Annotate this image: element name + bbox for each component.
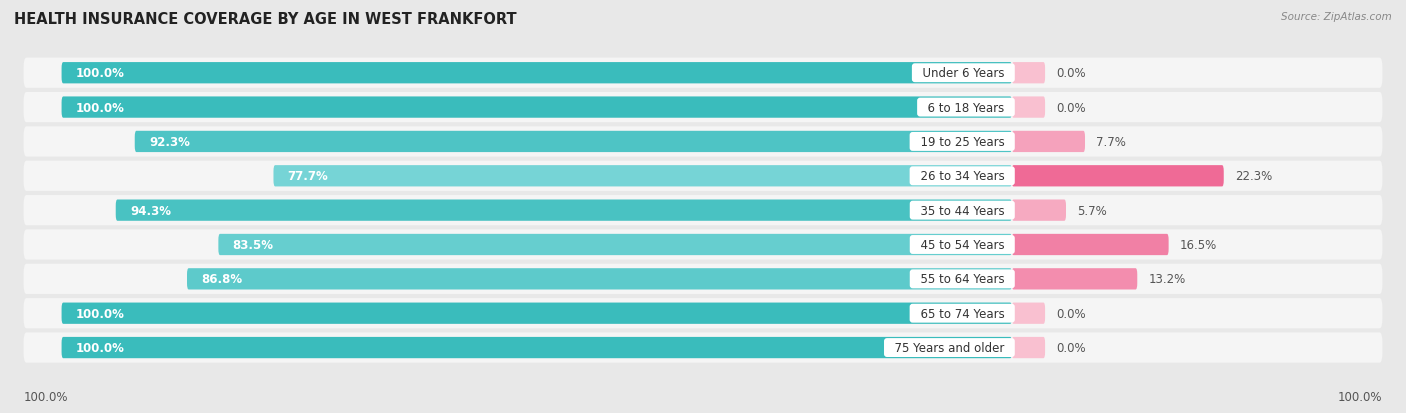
FancyBboxPatch shape	[24, 161, 1382, 192]
FancyBboxPatch shape	[24, 195, 1382, 226]
Text: Under 6 Years: Under 6 Years	[915, 67, 1012, 80]
Text: 55 to 64 Years: 55 to 64 Years	[912, 273, 1012, 286]
Text: 75 Years and older: 75 Years and older	[887, 341, 1012, 354]
FancyBboxPatch shape	[24, 127, 1382, 157]
Text: 45 to 54 Years: 45 to 54 Years	[912, 238, 1012, 252]
Text: 0.0%: 0.0%	[1056, 307, 1085, 320]
FancyBboxPatch shape	[218, 234, 1012, 256]
Text: 77.7%: 77.7%	[288, 170, 329, 183]
FancyBboxPatch shape	[1012, 97, 1045, 119]
FancyBboxPatch shape	[24, 230, 1382, 260]
Text: Source: ZipAtlas.com: Source: ZipAtlas.com	[1281, 12, 1392, 22]
FancyBboxPatch shape	[274, 166, 1012, 187]
Text: 100.0%: 100.0%	[76, 101, 125, 114]
FancyBboxPatch shape	[62, 97, 1012, 119]
FancyBboxPatch shape	[62, 337, 1012, 358]
FancyBboxPatch shape	[1012, 200, 1066, 221]
FancyBboxPatch shape	[1012, 166, 1223, 187]
FancyBboxPatch shape	[24, 93, 1382, 123]
Text: 100.0%: 100.0%	[24, 391, 67, 404]
Text: 83.5%: 83.5%	[232, 238, 274, 252]
Text: 92.3%: 92.3%	[149, 135, 190, 149]
Text: 6 to 18 Years: 6 to 18 Years	[920, 101, 1012, 114]
Text: 100.0%: 100.0%	[76, 67, 125, 80]
FancyBboxPatch shape	[1012, 337, 1045, 358]
FancyBboxPatch shape	[1012, 63, 1045, 84]
FancyBboxPatch shape	[1012, 234, 1168, 256]
Text: HEALTH INSURANCE COVERAGE BY AGE IN WEST FRANKFORT: HEALTH INSURANCE COVERAGE BY AGE IN WEST…	[14, 12, 516, 27]
Text: 100.0%: 100.0%	[76, 341, 125, 354]
FancyBboxPatch shape	[62, 63, 1012, 84]
Text: 19 to 25 Years: 19 to 25 Years	[912, 135, 1012, 149]
Text: 13.2%: 13.2%	[1149, 273, 1185, 286]
Text: 22.3%: 22.3%	[1234, 170, 1272, 183]
Text: 26 to 34 Years: 26 to 34 Years	[912, 170, 1012, 183]
Text: 0.0%: 0.0%	[1056, 341, 1085, 354]
FancyBboxPatch shape	[24, 298, 1382, 328]
Text: 35 to 44 Years: 35 to 44 Years	[912, 204, 1012, 217]
Text: 0.0%: 0.0%	[1056, 67, 1085, 80]
FancyBboxPatch shape	[1012, 268, 1137, 290]
Text: 0.0%: 0.0%	[1056, 101, 1085, 114]
FancyBboxPatch shape	[115, 200, 1012, 221]
Text: 86.8%: 86.8%	[201, 273, 242, 286]
FancyBboxPatch shape	[62, 303, 1012, 324]
Text: 16.5%: 16.5%	[1180, 238, 1218, 252]
Text: 94.3%: 94.3%	[129, 204, 172, 217]
FancyBboxPatch shape	[24, 264, 1382, 294]
Text: 65 to 74 Years: 65 to 74 Years	[912, 307, 1012, 320]
Text: 100.0%: 100.0%	[1339, 391, 1382, 404]
Text: 7.7%: 7.7%	[1097, 135, 1126, 149]
FancyBboxPatch shape	[1012, 303, 1045, 324]
Text: 5.7%: 5.7%	[1077, 204, 1107, 217]
FancyBboxPatch shape	[24, 332, 1382, 363]
Text: 100.0%: 100.0%	[76, 307, 125, 320]
FancyBboxPatch shape	[187, 268, 1012, 290]
FancyBboxPatch shape	[135, 131, 1012, 153]
FancyBboxPatch shape	[1012, 131, 1085, 153]
FancyBboxPatch shape	[24, 59, 1382, 89]
